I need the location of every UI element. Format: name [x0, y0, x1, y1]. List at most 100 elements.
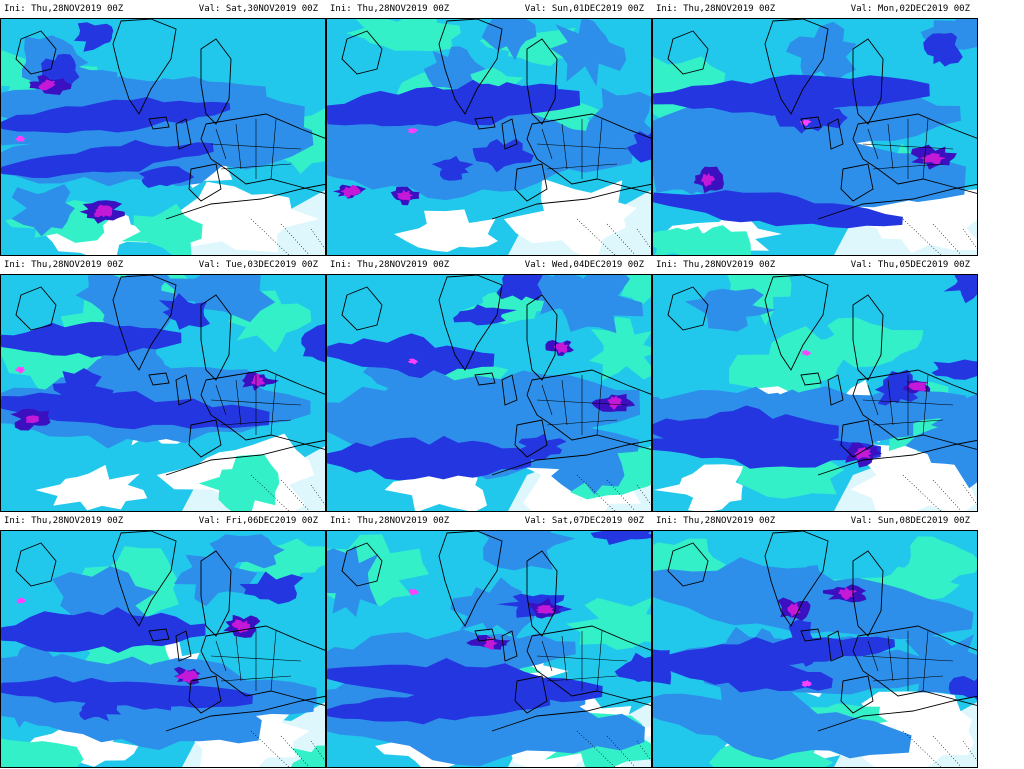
grid-line	[250, 474, 290, 511]
precip-moderate	[551, 433, 625, 495]
precipitation-map	[326, 530, 652, 768]
grid-line	[902, 474, 942, 511]
coastline	[526, 369, 651, 450]
precip-moderate	[779, 565, 837, 610]
precip-moderate	[450, 577, 540, 638]
coastline	[764, 19, 829, 115]
country-border	[270, 630, 277, 692]
coastline	[827, 118, 844, 150]
precip-moderate	[423, 46, 486, 92]
precip-heavy	[1, 321, 182, 358]
precip-extreme	[25, 415, 39, 424]
clear-area	[394, 209, 498, 252]
valid-time-label: Val: Sat,30NOV2019 00Z	[198, 4, 318, 14]
coastline	[438, 531, 503, 627]
coastline	[175, 630, 192, 662]
forecast-panel-8: Ini: Thu,28NOV2019 00Z Val: Sat,07DEC201…	[326, 512, 652, 769]
precip-extreme	[787, 602, 801, 618]
precip-heavy	[496, 275, 543, 301]
coastline	[526, 38, 558, 125]
precip-low	[814, 317, 924, 368]
precip-heavy	[114, 690, 180, 711]
coastline	[188, 675, 222, 714]
grid-line	[576, 474, 616, 511]
panel-header: Ini: Thu,28NOV2019 00Z Val: Sat,07DEC201…	[326, 512, 652, 530]
precip-heavy	[653, 649, 679, 685]
coastline	[112, 19, 177, 115]
country-border	[867, 640, 879, 672]
grid-line	[250, 218, 290, 255]
init-time-label: Ini: Thu,28NOV2019 00Z	[4, 516, 124, 526]
coastline	[491, 695, 651, 732]
country-border	[867, 128, 879, 160]
panel-header: Ini: Thu,28NOV2019 00Z Val: Sun,08DEC201…	[652, 512, 978, 530]
coastline	[15, 542, 57, 587]
precip-extreme	[607, 395, 622, 410]
country-border	[872, 419, 944, 426]
coastline	[667, 542, 709, 587]
precip-heavy	[431, 155, 474, 181]
coastline	[501, 374, 518, 406]
coastline	[200, 113, 325, 194]
country-border	[862, 399, 954, 406]
valid-time-label: Val: Tue,03DEC2019 00Z	[198, 260, 318, 270]
valid-time-label: Val: Sun,01DEC2019 00Z	[524, 4, 644, 14]
clear-area	[384, 464, 487, 511]
precip-heavy	[79, 696, 122, 722]
precip-moderate	[481, 19, 537, 61]
valid-time-label: Val: Sat,07DEC2019 00Z	[524, 516, 644, 526]
precip-low	[897, 536, 977, 592]
precip-moderate	[174, 543, 258, 607]
country-border	[872, 163, 944, 170]
country-border	[596, 630, 603, 692]
precip-peak	[801, 350, 811, 356]
coastline	[474, 628, 496, 642]
precip-peak	[408, 588, 419, 596]
precip-low	[121, 203, 203, 255]
coastline	[817, 695, 977, 732]
coastline	[200, 369, 325, 450]
precip-heavy	[518, 433, 567, 460]
precip-peak	[801, 680, 813, 687]
precip-moderate	[75, 275, 182, 326]
precip-heavy	[774, 92, 844, 134]
precip-low	[589, 316, 651, 381]
coastline	[175, 374, 192, 406]
init-time-label: Ini: Thu,28NOV2019 00Z	[4, 4, 124, 14]
coastline	[200, 550, 232, 637]
coastline	[200, 625, 325, 706]
land-clear-area	[834, 190, 977, 255]
country-border	[872, 675, 944, 682]
precip-moderate	[684, 288, 776, 332]
panel-header: Ini: Thu,28NOV2019 00Z Val: Sun,01DEC201…	[326, 0, 652, 18]
precipitation-field	[653, 19, 977, 255]
precipitation-field	[327, 19, 651, 255]
coastline	[148, 628, 170, 642]
precip-heavy	[653, 647, 833, 693]
init-time-label: Ini: Thu,28NOV2019 00Z	[330, 4, 450, 14]
country-border	[536, 399, 628, 406]
country-border	[596, 374, 603, 436]
country-border	[536, 143, 628, 150]
coastline	[800, 628, 822, 642]
country-border	[215, 640, 227, 672]
precip-low	[198, 454, 280, 511]
forecast-panel-1: Ini: Thu,28NOV2019 00Z Val: Sat,30NOV201…	[0, 0, 326, 257]
init-time-label: Ini: Thu,28NOV2019 00Z	[656, 516, 776, 526]
clear-area	[654, 464, 746, 511]
country-border	[220, 675, 292, 682]
coastline	[840, 419, 874, 458]
clear-area	[35, 464, 148, 511]
country-border	[546, 419, 618, 426]
precipitation-map	[652, 274, 978, 512]
coastline	[514, 675, 548, 714]
precip-heavy	[327, 435, 532, 481]
precip-moderate	[931, 394, 977, 461]
init-time-label: Ini: Thu,28NOV2019 00Z	[4, 260, 124, 270]
country-border	[867, 384, 879, 416]
valid-time-label: Val: Sun,08DEC2019 00Z	[850, 516, 970, 526]
precipitation-map	[326, 274, 652, 512]
coastline	[526, 113, 651, 194]
precip-heavy	[923, 32, 963, 67]
country-border	[546, 675, 618, 682]
